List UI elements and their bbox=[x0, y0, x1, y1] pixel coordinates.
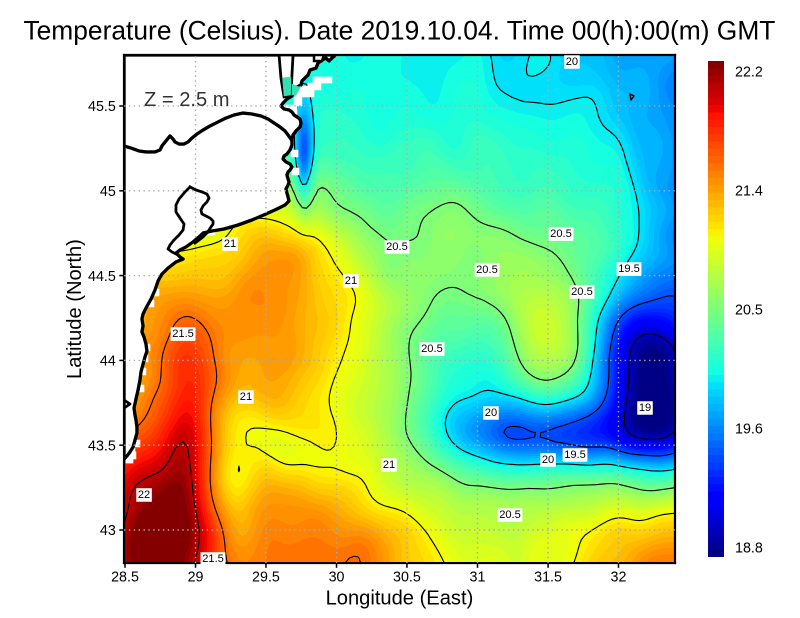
svg-text:Temperature (Celsius). Date 20: Temperature (Celsius). Date 2019.10.04. … bbox=[23, 16, 775, 46]
svg-text:30.5: 30.5 bbox=[393, 570, 421, 586]
svg-text:29: 29 bbox=[188, 570, 204, 586]
svg-text:45.5: 45.5 bbox=[88, 99, 116, 115]
svg-text:22.2: 22.2 bbox=[735, 65, 763, 81]
svg-text:19.6: 19.6 bbox=[735, 422, 763, 438]
svg-text:28.5: 28.5 bbox=[111, 570, 139, 586]
svg-text:44.5: 44.5 bbox=[88, 269, 116, 285]
svg-text:20.5: 20.5 bbox=[571, 286, 593, 298]
svg-text:21: 21 bbox=[240, 391, 252, 403]
svg-text:29.5: 29.5 bbox=[252, 570, 280, 586]
svg-text:21: 21 bbox=[224, 238, 236, 250]
svg-text:22: 22 bbox=[138, 489, 150, 501]
svg-text:45: 45 bbox=[100, 184, 116, 200]
svg-text:21.5: 21.5 bbox=[172, 328, 194, 340]
svg-text:20.5: 20.5 bbox=[476, 264, 498, 276]
svg-text:Z = 2.5 m: Z = 2.5 m bbox=[144, 89, 230, 111]
svg-text:18.8: 18.8 bbox=[735, 541, 763, 557]
svg-text:20.5: 20.5 bbox=[550, 228, 572, 240]
svg-text:20.5: 20.5 bbox=[386, 241, 408, 253]
svg-text:30: 30 bbox=[329, 570, 345, 586]
svg-text:20: 20 bbox=[542, 454, 554, 466]
svg-text:21.4: 21.4 bbox=[735, 184, 763, 200]
svg-text:Latitude (North): Latitude (North) bbox=[64, 239, 86, 379]
svg-text:19.5: 19.5 bbox=[564, 449, 586, 461]
svg-text:21: 21 bbox=[345, 275, 357, 287]
svg-text:21: 21 bbox=[383, 459, 395, 471]
svg-text:20: 20 bbox=[566, 56, 578, 68]
svg-text:31.5: 31.5 bbox=[534, 570, 562, 586]
svg-text:44: 44 bbox=[100, 354, 116, 370]
svg-text:20: 20 bbox=[485, 407, 497, 419]
svg-text:43.5: 43.5 bbox=[88, 438, 116, 454]
svg-text:20.5: 20.5 bbox=[499, 509, 521, 521]
svg-text:20.5: 20.5 bbox=[421, 343, 443, 355]
svg-text:19: 19 bbox=[639, 402, 651, 414]
svg-text:21.5: 21.5 bbox=[202, 553, 224, 565]
svg-text:19.5: 19.5 bbox=[618, 263, 640, 275]
svg-text:43: 43 bbox=[100, 523, 116, 539]
svg-text:Longitude (East): Longitude (East) bbox=[326, 588, 474, 610]
svg-text:31: 31 bbox=[470, 570, 486, 586]
svg-text:20.5: 20.5 bbox=[735, 303, 763, 319]
svg-text:32: 32 bbox=[611, 570, 627, 586]
